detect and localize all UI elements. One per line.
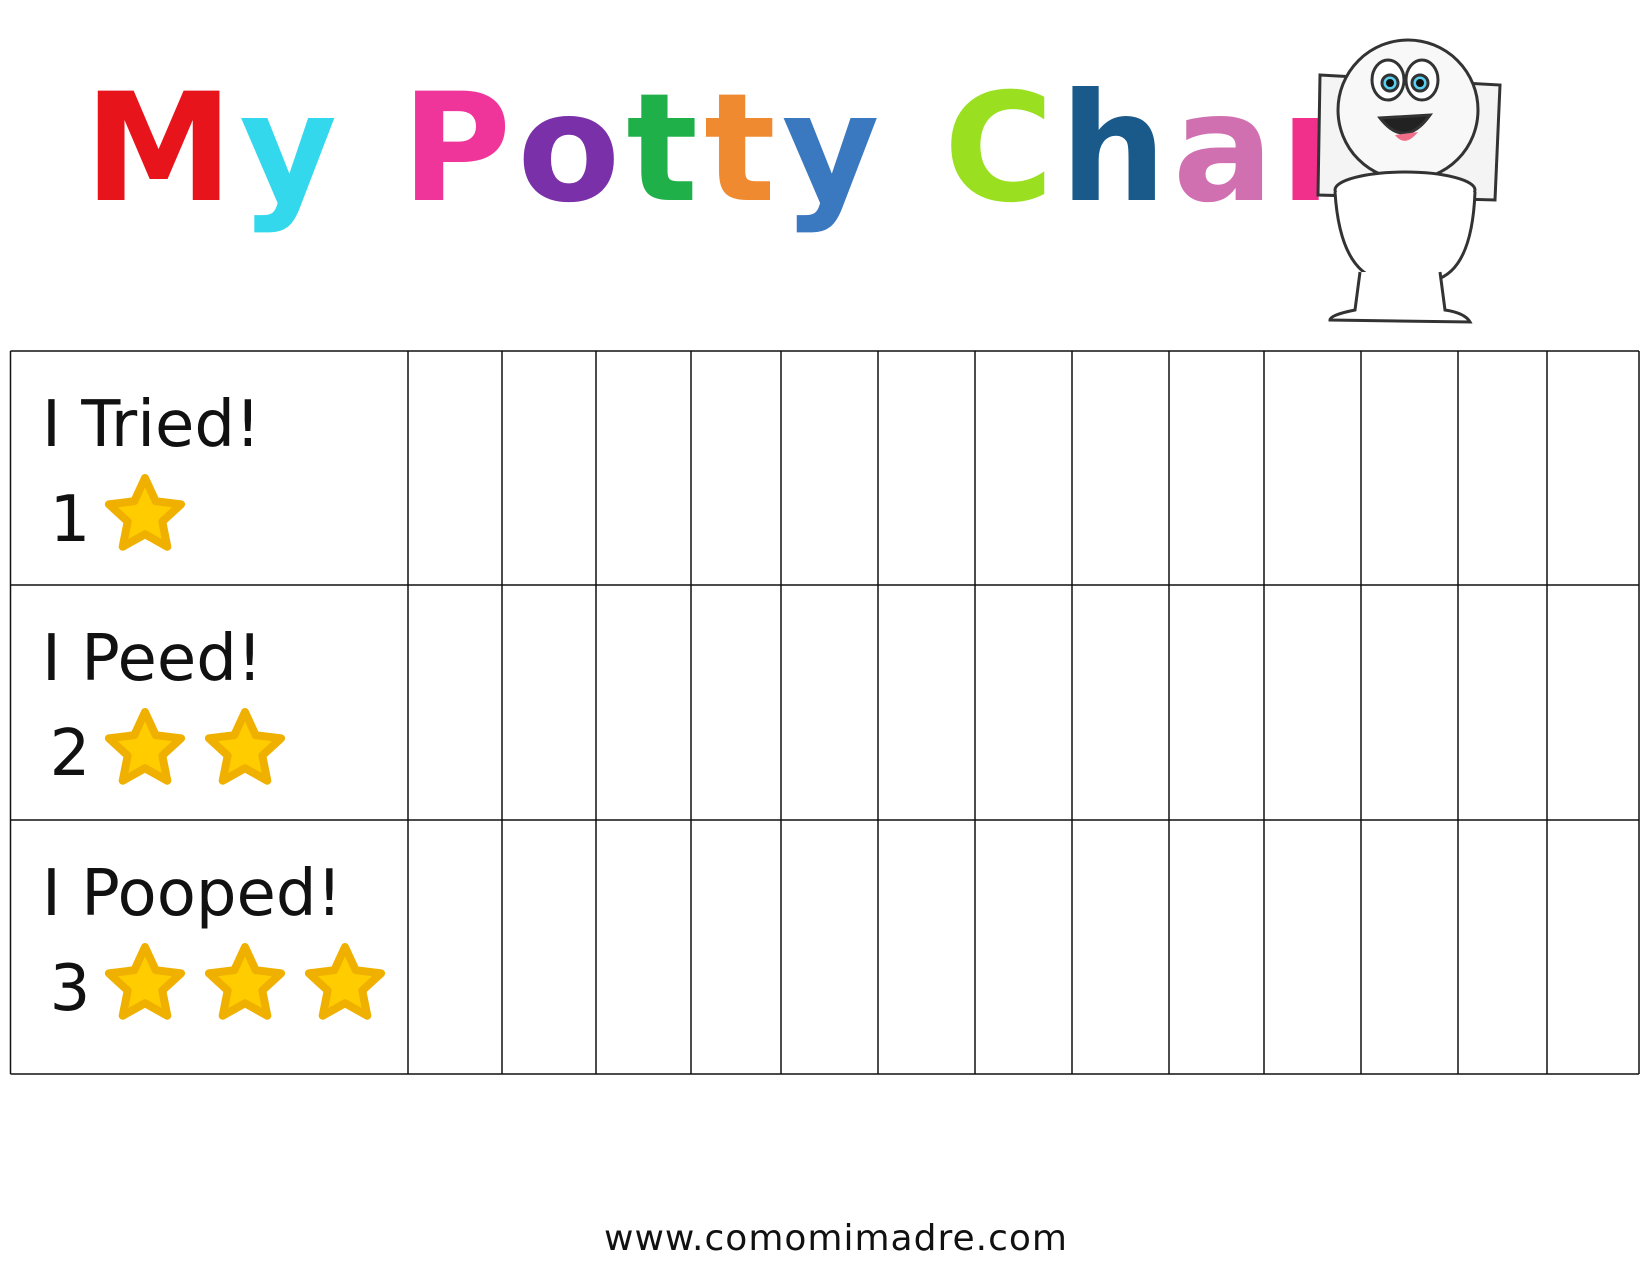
star xyxy=(204,943,286,1020)
row-label: I Tried! xyxy=(42,388,261,462)
title-letter xyxy=(886,62,944,236)
row-label: I Peed! xyxy=(42,622,263,696)
title-letter: C xyxy=(944,62,1060,236)
title-letter xyxy=(343,62,401,236)
row-points: 1 xyxy=(50,483,91,557)
title-letter: y xyxy=(239,62,343,236)
title-letter: o xyxy=(517,62,626,236)
star xyxy=(104,708,186,785)
star xyxy=(204,708,286,785)
title-letter: h xyxy=(1060,62,1173,236)
footer-website: www.comomimadre.com xyxy=(604,1218,1068,1259)
toilet-icon xyxy=(1316,38,1502,324)
title: My Potty Chart xyxy=(84,62,1438,236)
star xyxy=(304,943,386,1020)
row-label: I Pooped! xyxy=(42,857,342,931)
row-points: 2 xyxy=(50,717,91,791)
title-letter: t xyxy=(626,62,704,236)
title-letter: P xyxy=(401,62,517,236)
star xyxy=(104,943,186,1020)
table: I Tried! 1 I Peed! 2 I Pooped! 3 xyxy=(9,350,1640,1075)
title-letter: M xyxy=(84,62,239,236)
title-letter: t xyxy=(704,62,782,236)
row-points: 3 xyxy=(50,952,91,1026)
title-letter: y xyxy=(782,62,886,236)
title-letter: a xyxy=(1173,62,1280,236)
star xyxy=(104,474,186,551)
